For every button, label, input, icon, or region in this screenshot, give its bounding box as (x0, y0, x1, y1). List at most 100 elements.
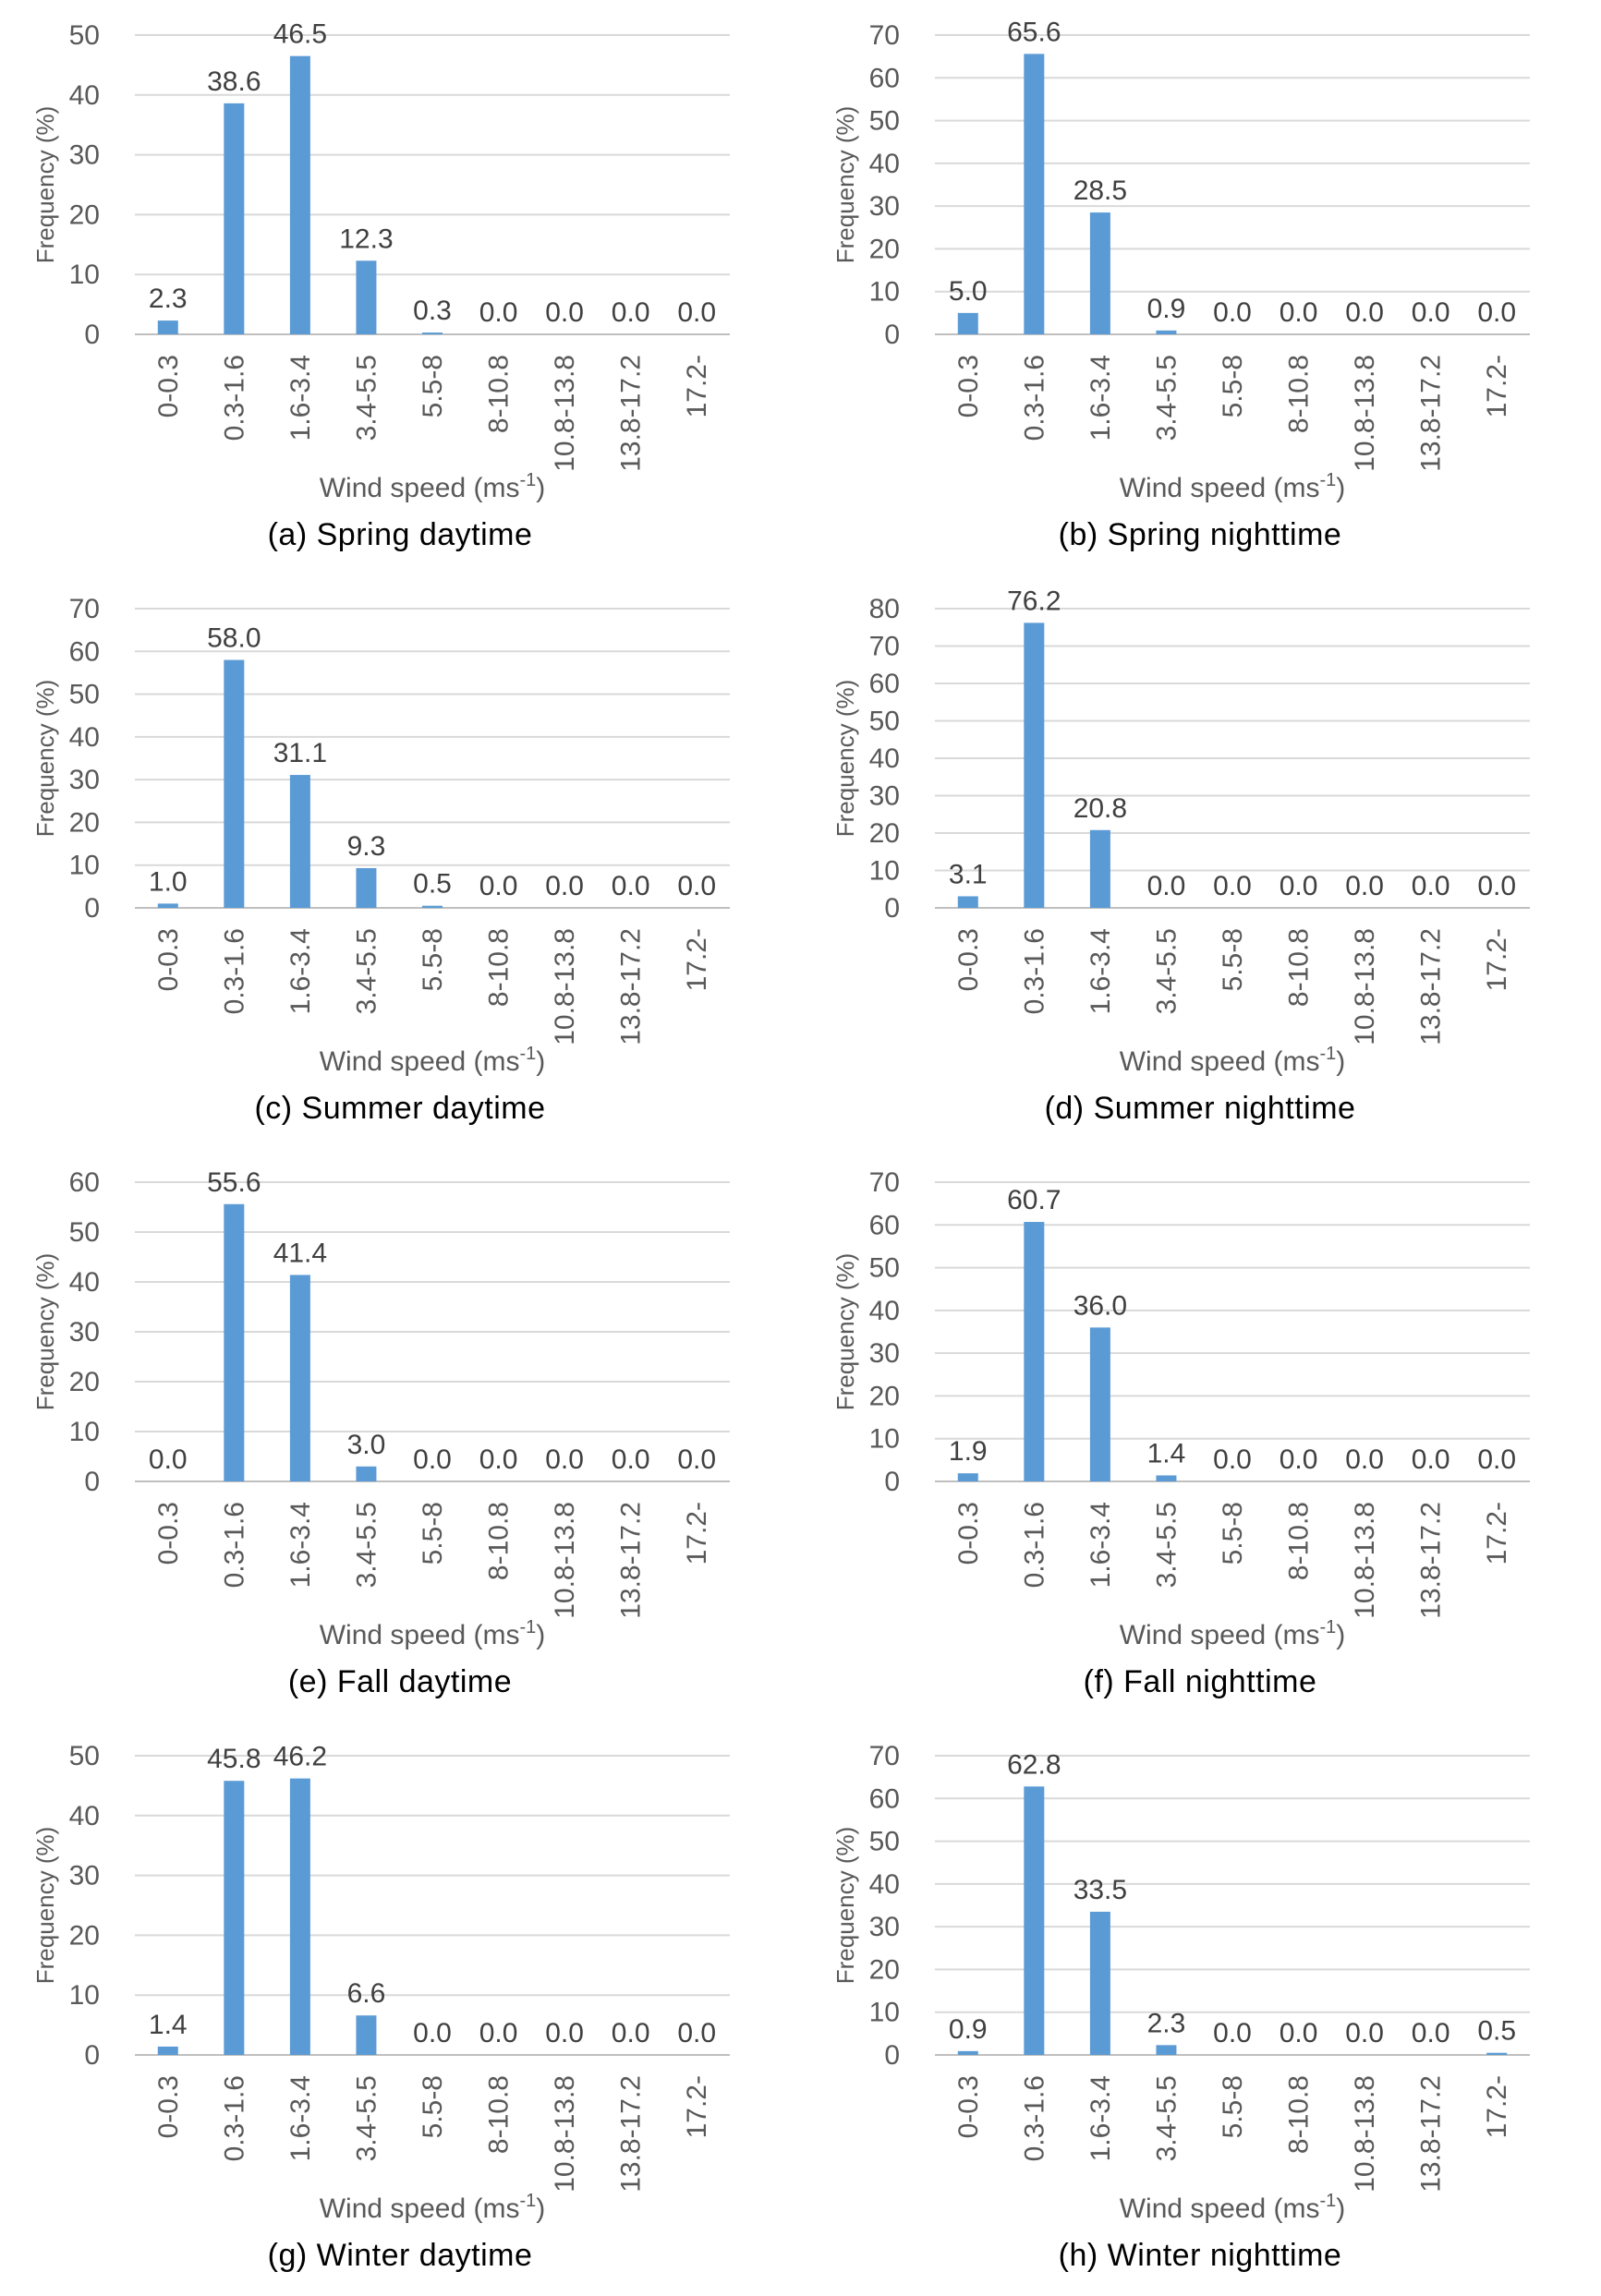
y-tick-label: 0 (84, 320, 100, 350)
x-tick-label: 3.4-5.5 (351, 1502, 382, 1588)
y-tick-label: 0 (84, 1467, 100, 1497)
x-tick-label: 5.5-8 (1218, 1502, 1248, 1565)
data-label: 0.0 (545, 2018, 584, 2048)
chart-panel-5: 0 10 20 30 40 50 60 70 1.9 0-0.3 60.7 0.3-1.6 36.0 1.… (800, 1147, 1600, 1721)
panel-caption: (f) Fall nighttime (1083, 1664, 1317, 1699)
y-tick-label: 10 (869, 856, 900, 887)
bar-chart: 0 10 20 30 40 50 60 0.0 0-0.3 55.6 0.3-1.6 41.4 1.6-… (31, 1167, 730, 1650)
panel-caption: (b) Spring nighttime (1058, 517, 1342, 552)
x-tick-label: 13.8-17.2 (1416, 355, 1447, 472)
data-label: 0.0 (1477, 297, 1516, 328)
x-axis-title: Wind speed (ms-1) (320, 470, 546, 503)
y-tick-label: 70 (869, 1167, 900, 1198)
data-label: 1.9 (949, 1436, 988, 1467)
y-tick-label: 20 (69, 199, 100, 230)
y-tick-label: 0 (84, 893, 100, 924)
data-label: 1.0 (149, 866, 188, 897)
data-label: 0.0 (1213, 297, 1252, 328)
y-tick-label: 30 (69, 1317, 100, 1347)
y-tick-label: 20 (69, 1367, 100, 1397)
x-tick-label: 3.4-5.5 (351, 355, 382, 441)
x-tick-label: 5.5-8 (418, 2075, 448, 2138)
y-tick-label: 20 (869, 1954, 900, 1985)
data-label: 6.6 (347, 1978, 386, 2009)
data-label: 0.0 (612, 1444, 650, 1475)
x-axis-title: Wind speed (ms-1) (1120, 1044, 1346, 1077)
data-label: 0.0 (677, 297, 716, 328)
x-tick-label: 10.8-13.8 (1350, 1502, 1380, 1619)
x-tick-label: 1.6-3.4 (1086, 928, 1116, 1014)
data-label: 9.3 (347, 831, 386, 862)
x-tick-label: 0.3-1.6 (1019, 355, 1049, 441)
data-label: 0.0 (545, 1444, 584, 1475)
data-label: 0.0 (1280, 871, 1318, 901)
y-tick-label: 70 (869, 1741, 900, 1771)
y-tick-label: 10 (69, 260, 100, 290)
chart-panel-0: 0 10 20 30 40 50 2.3 0-0.3 38.6 0.3-1.6 46.5 1.6-3.… (0, 0, 800, 574)
x-tick-label: 0.3-1.6 (219, 355, 249, 441)
data-label: 0.5 (1477, 2016, 1516, 2047)
data-label: 60.7 (1007, 1185, 1061, 1215)
y-tick-label: 40 (69, 1267, 100, 1298)
x-axis-title: Wind speed (ms-1) (320, 2191, 546, 2224)
panel-caption: (g) Winter daytime (267, 2238, 533, 2273)
bar (289, 55, 310, 335)
bar (289, 775, 310, 908)
y-tick-label: 20 (869, 234, 900, 264)
y-tick-label: 30 (69, 1861, 100, 1891)
data-label: 2.3 (149, 284, 188, 314)
x-axis-title: Wind speed (ms-1) (1120, 1617, 1346, 1650)
panel-caption: (h) Winter nighttime (1058, 2238, 1342, 2273)
y-tick-label: 50 (69, 1217, 100, 1248)
x-tick-label: 10.8-13.8 (1350, 355, 1380, 472)
x-tick-label: 1.6-3.4 (1086, 1502, 1116, 1588)
data-label: 46.5 (273, 19, 327, 50)
bar-chart: 0 10 20 30 40 50 60 70 80 3.1 0-0.3 76.2 0.3-1.6 20.8… (831, 586, 1530, 1077)
bar (289, 1275, 310, 1481)
chart-panel-1: 0 10 20 30 40 50 60 70 5.0 0-0.3 65.6 0.3-1.6 28.5 1.… (800, 0, 1600, 574)
data-label: 0.0 (612, 297, 650, 328)
y-tick-label: 40 (69, 722, 100, 753)
bar (1156, 2045, 1177, 2055)
x-tick-label: 5.5-8 (418, 1502, 448, 1565)
data-label: 0.0 (1477, 871, 1516, 901)
data-label: 1.4 (149, 2010, 188, 2040)
y-axis-title: Frequency (%) (831, 1827, 859, 1985)
data-label: 0.9 (1147, 294, 1186, 324)
data-label: 36.0 (1073, 1290, 1127, 1321)
y-axis-title: Frequency (%) (831, 106, 859, 264)
y-tick-label: 40 (869, 149, 900, 179)
y-tick-label: 60 (69, 1167, 100, 1198)
data-label: 45.8 (207, 1744, 261, 1774)
y-tick-label: 70 (869, 632, 900, 662)
y-tick-label: 20 (69, 1920, 100, 1951)
data-label: 38.6 (207, 66, 261, 97)
x-tick-label: 8-10.8 (1284, 1502, 1315, 1580)
data-label: 0.0 (1412, 871, 1450, 901)
data-label: 2.3 (1147, 2008, 1186, 2038)
chart-panel-4: 0 10 20 30 40 50 60 0.0 0-0.3 55.6 0.3-1.6 41.4 1.6-… (0, 1147, 800, 1721)
y-tick-label: 30 (869, 781, 900, 812)
y-tick-label: 30 (69, 140, 100, 171)
y-tick-label: 40 (869, 1296, 900, 1326)
x-tick-label: 5.5-8 (1218, 928, 1248, 991)
y-tick-label: 50 (869, 1253, 900, 1284)
x-tick-label: 10.8-13.8 (550, 355, 580, 472)
data-label: 33.5 (1073, 1875, 1127, 1905)
data-label: 0.0 (1412, 2018, 1450, 2048)
x-tick-label: 1.6-3.4 (285, 355, 316, 441)
x-tick-label: 3.4-5.5 (1151, 928, 1182, 1014)
data-label: 0.0 (1345, 871, 1384, 901)
x-tick-label: 3.4-5.5 (351, 2075, 382, 2161)
y-tick-label: 50 (869, 707, 900, 737)
x-tick-label: 5.5-8 (418, 928, 448, 991)
x-tick-label: 17.2- (682, 355, 712, 417)
bar (422, 905, 443, 908)
y-axis-title: Frequency (%) (31, 1253, 59, 1411)
bar (224, 659, 245, 908)
data-label: 55.6 (207, 1167, 261, 1198)
data-label: 46.2 (273, 1742, 327, 1772)
x-tick-label: 10.8-13.8 (1350, 928, 1380, 1045)
bar (224, 1203, 245, 1481)
x-tick-label: 13.8-17.2 (1416, 2075, 1447, 2193)
